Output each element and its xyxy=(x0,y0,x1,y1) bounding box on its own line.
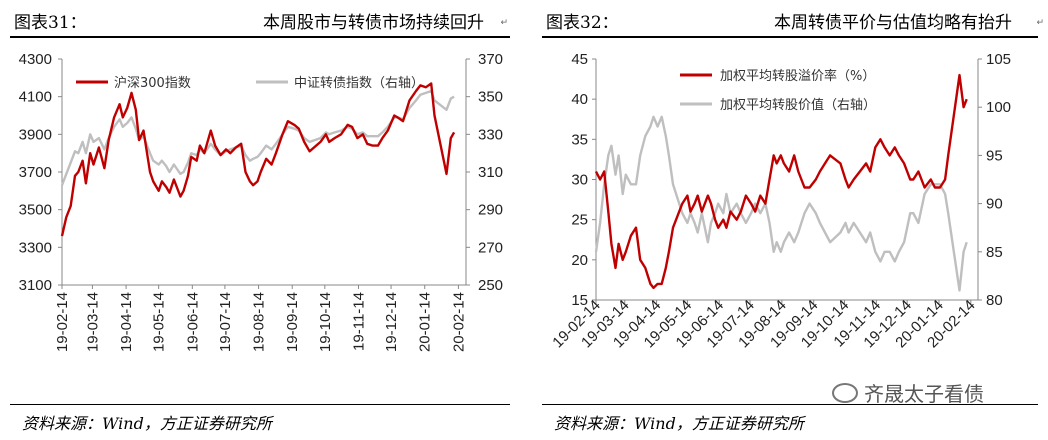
left-tick-label: 15 xyxy=(571,292,588,309)
source-note: 资料来源：Wind，方正证券研究所 xyxy=(22,414,272,433)
x-tick-label: 19-02-14 xyxy=(54,292,71,352)
left-tick-label: 4100 xyxy=(19,89,52,106)
right-tick-label: 95 xyxy=(986,147,1003,164)
legend-label: 中证转债指数（右轴） xyxy=(294,76,424,91)
watermark-text: 齐晟太子看债 xyxy=(864,382,984,406)
x-tick-label: 19-10-14 xyxy=(317,292,334,352)
chart-stock-vs-cb-index: 3100 3300 3500 3700 3900 4100 4300 250 270 290 310… xyxy=(19,51,503,352)
right-tick-label: 85 xyxy=(986,244,1003,261)
left-tick-label: 3700 xyxy=(19,164,52,181)
right-tick-label: 105 xyxy=(986,51,1011,68)
figure-number: 图表32： xyxy=(546,13,619,33)
x-tick-label: 19-03-14 xyxy=(84,292,101,352)
x-tick-label: 19-09-14 xyxy=(284,292,301,352)
right-tick-label: 250 xyxy=(478,277,503,294)
wechat-icon xyxy=(832,383,858,403)
x-tick-label: 19-08-14 xyxy=(251,292,268,352)
paragraph-mark: ↵ xyxy=(500,18,508,28)
source-divider xyxy=(10,404,510,405)
title-divider xyxy=(542,36,1038,38)
right-tick-label: 270 xyxy=(478,239,503,256)
right-tick-label: 100 xyxy=(986,99,1011,116)
x-tick-label: 19-12-14 xyxy=(383,292,400,352)
x-tick-label: 20-01-14 xyxy=(417,292,434,352)
figure-caption: 本周股市与转债市场持续回升 xyxy=(263,13,484,33)
left-tick-label: 3900 xyxy=(19,126,52,143)
x-tick-label: 19-06-14 xyxy=(184,292,201,352)
series-line-1 xyxy=(594,115,968,292)
source-note: 资料来源：Wind，方正证券研究所 xyxy=(554,414,804,433)
right-tick-label: 350 xyxy=(478,89,503,106)
right-tick-label: 80 xyxy=(986,292,1003,309)
legend-label: 加权平均转股价值（右轴） xyxy=(720,97,876,113)
chart-premium-vs-conversion-value: 152025303540458085909510010519-02-1419-0… xyxy=(549,51,1011,351)
left-tick-label: 3500 xyxy=(19,202,52,219)
left-tick-label: 3100 xyxy=(19,277,52,294)
source-divider xyxy=(542,404,1038,405)
left-tick-label: 25 xyxy=(571,212,588,229)
left-tick-label: 4300 xyxy=(19,51,52,68)
figure-caption: 本周转债平价与估值均略有抬升 xyxy=(774,13,1012,33)
x-tick-label: 19-11-14 xyxy=(350,292,367,351)
figure-title: 图表32： 本周转债平价与估值均略有抬升 xyxy=(546,8,1034,33)
right-tick-label: 330 xyxy=(478,126,503,143)
left-tick-label: 3300 xyxy=(19,239,52,256)
watermark: 齐晟太子看债 xyxy=(832,378,984,407)
legend-label: 加权平均转股溢价率（%） xyxy=(720,68,875,84)
left-tick-label: 35 xyxy=(571,131,588,148)
right-tick-label: 290 xyxy=(478,202,503,219)
figure-32: 图表32： 本周转债平价与估值均略有抬升 ↵ 15 20 25 30 35 40 45 80 8… xyxy=(532,0,1048,440)
figure-number: 图表31： xyxy=(14,13,87,33)
title-divider xyxy=(10,36,510,38)
figure-31: 图表31： 本周股市与转债市场持续回升 ↵ 3100 3300 3500 3700 39… xyxy=(0,0,520,440)
left-tick-label: 40 xyxy=(571,91,588,108)
legend-label: 沪深300指数 xyxy=(114,75,191,91)
series-line-0 xyxy=(60,82,456,237)
left-tick-label: 45 xyxy=(571,51,588,68)
right-tick-label: 310 xyxy=(478,164,503,181)
x-tick-label: 19-07-14 xyxy=(217,292,234,352)
right-tick-label: 370 xyxy=(478,51,503,68)
left-tick-label: 20 xyxy=(571,252,588,269)
left-tick-label: 30 xyxy=(571,172,588,189)
x-tick-label: 20-02-14 xyxy=(450,292,467,352)
x-tick-label: 19-05-14 xyxy=(151,292,168,352)
series-line-0 xyxy=(594,73,968,290)
paragraph-mark: ↵ xyxy=(1036,18,1044,28)
x-tick-label: 19-04-14 xyxy=(118,292,135,352)
right-tick-label: 90 xyxy=(986,196,1003,213)
figure-title: 图表31： 本周股市与转债市场持续回升 xyxy=(14,8,506,33)
